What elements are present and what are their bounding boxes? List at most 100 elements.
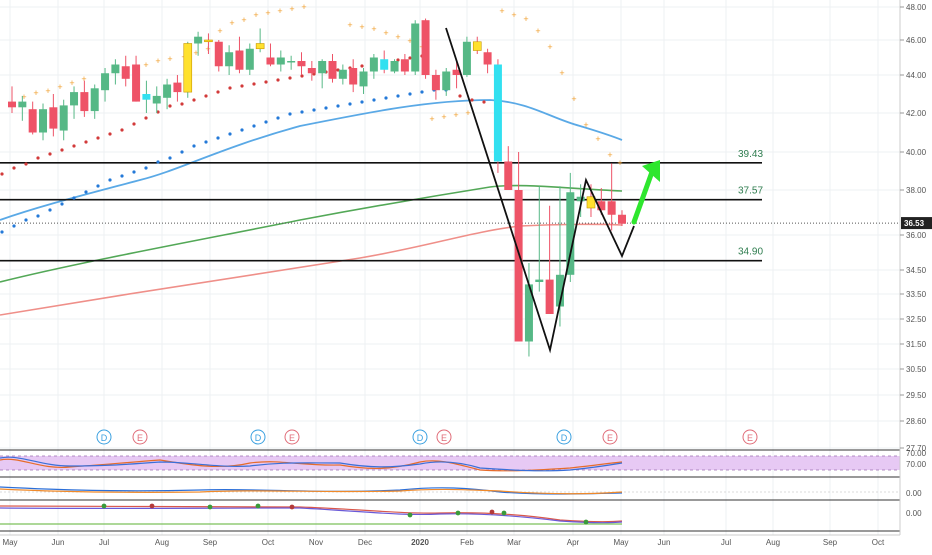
breakout-arrow-shaft: [631, 169, 655, 225]
candle-body: [8, 101, 16, 108]
marker-circle: [412, 429, 428, 445]
marker-letter: D: [417, 433, 424, 443]
sar-dot: +: [359, 22, 364, 32]
sar-blue-dot: [180, 150, 184, 154]
marker-circle: [556, 429, 572, 445]
candle-body: [183, 43, 193, 93]
sar-dot: +: [45, 86, 50, 96]
sar-red-dot: [192, 98, 196, 102]
dividend-marker: D: [412, 429, 428, 445]
candle: [132, 55, 141, 102]
sar-blue-dot: [48, 208, 52, 212]
sar-dot: +: [347, 20, 352, 30]
price-tick-label: 36.00: [906, 231, 927, 240]
candle: [607, 163, 616, 231]
candle: [421, 18, 430, 79]
marker-circle: [436, 429, 452, 445]
crossover-dot: [101, 503, 107, 509]
sar-dot: +: [547, 42, 552, 52]
candle-body: [101, 73, 110, 91]
price-tick-label: 33.50: [906, 290, 927, 299]
candle: [194, 31, 203, 56]
sar-red-dot: [458, 94, 462, 98]
time-tick-label: May: [613, 538, 628, 547]
candle-body: [18, 101, 27, 108]
candle: [276, 50, 285, 72]
candle-body: [535, 279, 544, 282]
candle-body: [121, 66, 130, 79]
sar-blue-dot: [372, 98, 376, 102]
marker-letter: D: [255, 433, 262, 443]
price-axis: 48.00 46.00 44.00 42.00 40.00 38.00 36.00 34.50…: [899, 0, 932, 535]
candle-body: [472, 41, 482, 51]
candle-body: [452, 69, 461, 75]
crossover-dot: [255, 503, 261, 509]
crossover-dot: [207, 504, 213, 510]
candle: [390, 59, 399, 74]
sar-red-dot: [360, 64, 364, 68]
candle: [266, 43, 275, 67]
marker-letter: E: [289, 433, 295, 443]
sar-dot: +: [559, 68, 564, 78]
candle: [70, 86, 79, 119]
sar-dot: +: [167, 54, 172, 64]
sar-blue-dot: [408, 92, 412, 96]
candle: [214, 40, 223, 72]
candle: [90, 84, 99, 119]
ma-200-line: [0, 223, 623, 316]
candle: [524, 263, 533, 357]
sar-blue-dot: [312, 108, 316, 112]
sar-dot: +: [617, 158, 622, 168]
sar-dot: +: [155, 56, 160, 66]
candle: [431, 69, 440, 100]
marker-circle: [132, 429, 148, 445]
candle-body: [359, 71, 368, 87]
time-tick-label: Apr: [567, 538, 580, 547]
sar-red-dot: [264, 80, 268, 84]
candle-body: [400, 59, 409, 72]
sar-dot: +: [595, 134, 600, 144]
sar-blue-dot: [192, 144, 196, 148]
candle: [462, 36, 471, 77]
price-tick-label: 27.70: [906, 444, 927, 453]
time-tick-label: Nov: [309, 538, 323, 547]
pattern-drawings: [445, 27, 660, 354]
sar-blue-dot: [12, 224, 16, 228]
sar-blue-dot: [240, 128, 244, 132]
candle-body: [380, 59, 389, 70]
sar-red-dot: [204, 94, 208, 98]
candle-body: [462, 41, 471, 75]
candle: [472, 36, 482, 54]
candle: [204, 33, 213, 54]
sar-blue-dot: [228, 132, 232, 136]
sar-blue-dot: [420, 90, 424, 94]
sar-dot: +: [571, 94, 576, 104]
candle-body: [214, 41, 223, 67]
ind3-red: [0, 505, 623, 523]
candle-body: [421, 20, 430, 75]
sar-blue-dot: [132, 170, 136, 174]
time-tick-label: Jul: [721, 538, 731, 547]
candle: [535, 186, 544, 292]
candle: [183, 41, 193, 98]
sar-dot: +: [535, 26, 540, 36]
time-tick-label: May: [2, 538, 17, 547]
candle-body: [431, 75, 440, 91]
time-axis: May Jun Jul Aug Sep Oct Nov Dec 2020 Feb Mar Apr May…: [0, 534, 900, 547]
crossover-dot: [583, 519, 589, 525]
sar-blue-dot: [168, 156, 172, 160]
candle-body: [566, 192, 575, 275]
sar-blue-dot: [216, 136, 220, 140]
sar-dot: +: [499, 6, 504, 16]
sar-dot: +: [81, 74, 86, 84]
sar-blue-dot: [348, 102, 352, 106]
w-pattern-line: [445, 27, 635, 354]
last-price-label: 36.53: [904, 219, 925, 228]
level-label: 37.57: [738, 186, 763, 197]
macd-signal: [0, 488, 623, 495]
breakout-arrow-head: [642, 160, 660, 182]
marker-letter: D: [101, 433, 108, 443]
candle-body: [545, 279, 554, 314]
